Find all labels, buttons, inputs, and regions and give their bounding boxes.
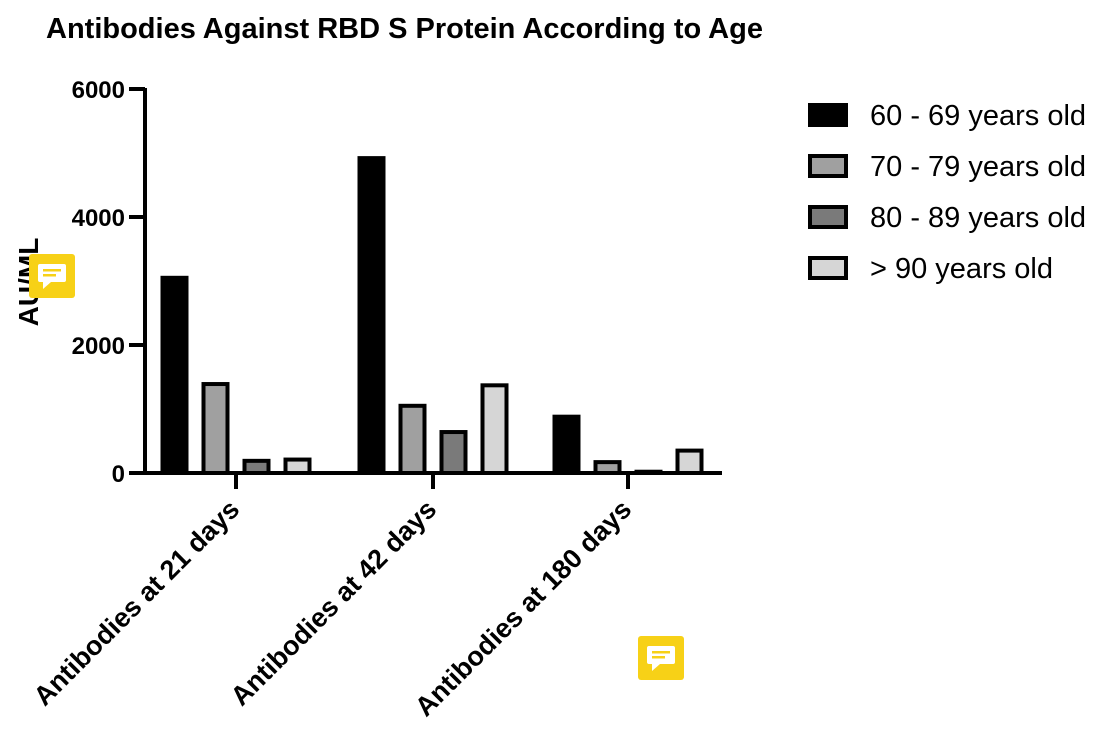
bar (675, 448, 704, 476)
legend-swatch (808, 205, 848, 229)
category-label: Antibodies at 180 days (409, 494, 637, 722)
category-label: Antibodies at 21 days (28, 494, 246, 712)
y-axis: 0 2000 4000 6000 (72, 77, 147, 488)
y-tick-label: 4000 (72, 205, 125, 232)
bar (439, 430, 468, 476)
comment-icon[interactable] (29, 254, 75, 298)
bar (552, 414, 581, 475)
legend-label: 70 - 79 years old (870, 151, 1086, 183)
bar (480, 383, 509, 476)
bars (160, 156, 704, 476)
bar (634, 469, 663, 476)
legend-swatch (808, 256, 848, 280)
category-label: Antibodies at 42 days (225, 494, 443, 712)
y-tick-label: 0 (112, 461, 125, 488)
legend: 60 - 69 years old 70 - 79 years old 80 - 8… (808, 100, 1086, 285)
bar (283, 457, 312, 475)
comment-icon[interactable] (638, 636, 684, 680)
bar (357, 156, 386, 475)
legend-swatch (808, 154, 848, 178)
x-axis (143, 471, 722, 489)
legend-label: 80 - 89 years old (870, 202, 1086, 234)
y-tick-label: 2000 (72, 333, 125, 360)
y-tick-label: 6000 (72, 77, 125, 104)
bar (398, 403, 427, 475)
bar (593, 460, 622, 475)
legend-label: > 90 years old (870, 253, 1053, 285)
chart-title: Antibodies Against RBD S Protein Accordi… (46, 13, 763, 45)
bar (242, 458, 271, 475)
legend-label: 60 - 69 years old (870, 100, 1086, 132)
bar (160, 275, 189, 475)
legend-swatch (808, 103, 848, 127)
bar (201, 382, 230, 476)
